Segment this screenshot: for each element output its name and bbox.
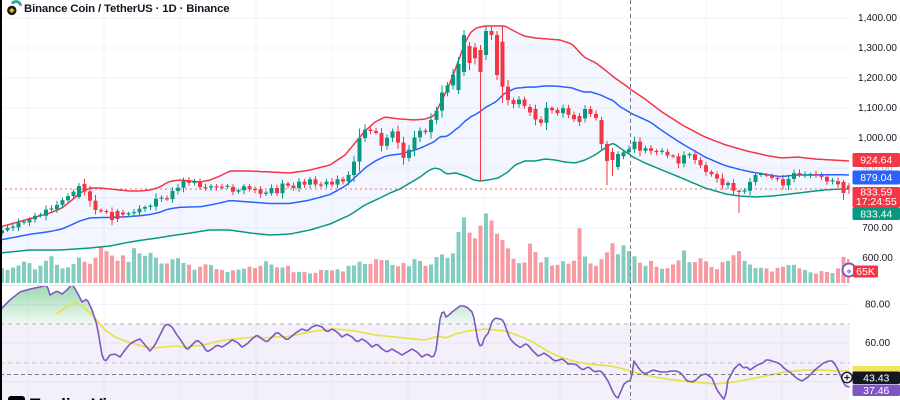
svg-text:833.59: 833.59 bbox=[860, 187, 892, 199]
svg-text:65K: 65K bbox=[856, 266, 875, 278]
svg-text:1,300.00: 1,300.00 bbox=[858, 43, 897, 54]
svg-text:700.00: 700.00 bbox=[862, 223, 893, 234]
svg-text:900.00: 900.00 bbox=[862, 163, 893, 174]
svg-text:833.44: 833.44 bbox=[860, 208, 892, 220]
svg-text:1,200.00: 1,200.00 bbox=[858, 73, 897, 84]
svg-text:1,100.00: 1,100.00 bbox=[858, 103, 897, 114]
svg-text:924.64: 924.64 bbox=[860, 155, 892, 167]
svg-text:17:24:55: 17:24:55 bbox=[856, 196, 897, 208]
svg-text:80.00: 80.00 bbox=[865, 300, 890, 311]
svg-text:◆: ◆ bbox=[847, 268, 853, 275]
svg-text:1,000.00: 1,000.00 bbox=[858, 133, 897, 144]
svg-text:43.43: 43.43 bbox=[863, 372, 889, 384]
svg-text:600.00: 600.00 bbox=[862, 253, 893, 264]
svg-text:1,400.00: 1,400.00 bbox=[858, 13, 897, 24]
svg-text:60.00: 60.00 bbox=[865, 338, 890, 349]
svg-text:37.46: 37.46 bbox=[863, 385, 889, 397]
svg-text:879.04: 879.04 bbox=[860, 172, 892, 184]
